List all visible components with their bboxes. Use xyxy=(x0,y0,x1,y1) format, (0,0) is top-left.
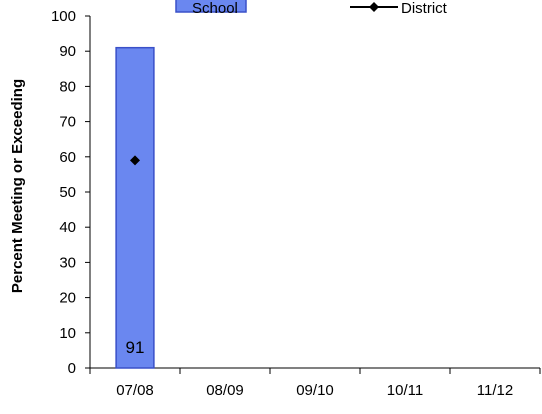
y-tick-label: 80 xyxy=(59,78,76,95)
y-tick-label: 40 xyxy=(59,219,76,236)
y-tick-label: 20 xyxy=(59,290,76,307)
y-tick-label: 70 xyxy=(59,114,76,131)
y-tick-label: 100 xyxy=(51,8,76,25)
legend: School District xyxy=(175,0,448,17)
bar-data-label: 91 xyxy=(126,338,145,357)
y-axis-title: Percent Meeting or Exceeding xyxy=(9,79,26,293)
x-tick-label: 08/09 xyxy=(206,382,244,399)
y-ticks: 0 10 20 30 40 50 60 70 80 90 100 xyxy=(51,8,90,377)
x-tick-label: 11/12 xyxy=(477,382,513,399)
legend-label-district: District xyxy=(401,0,448,17)
y-tick-label: 10 xyxy=(59,325,76,342)
y-tick-label: 30 xyxy=(59,254,76,271)
line-series xyxy=(130,155,140,166)
x-tick-label: 07/08 xyxy=(116,382,154,399)
y-tick-label: 50 xyxy=(59,184,76,201)
x-tick-label: 09/10 xyxy=(296,382,334,399)
y-tick-label: 60 xyxy=(59,149,76,166)
marker-district xyxy=(130,155,140,166)
x-tick-label: 10/11 xyxy=(387,382,423,399)
y-tick-label: 0 xyxy=(68,360,76,377)
data-labels: 91 xyxy=(126,338,145,357)
x-ticks: 07/08 08/09 09/10 10/11 11/12 xyxy=(89,368,541,399)
legend-swatch-school xyxy=(175,0,247,13)
legend-label-school: School xyxy=(192,0,238,17)
y-tick-label: 90 xyxy=(59,43,76,60)
bar-school xyxy=(115,46,155,369)
legend-marker-district xyxy=(369,2,379,12)
bars xyxy=(115,46,155,369)
